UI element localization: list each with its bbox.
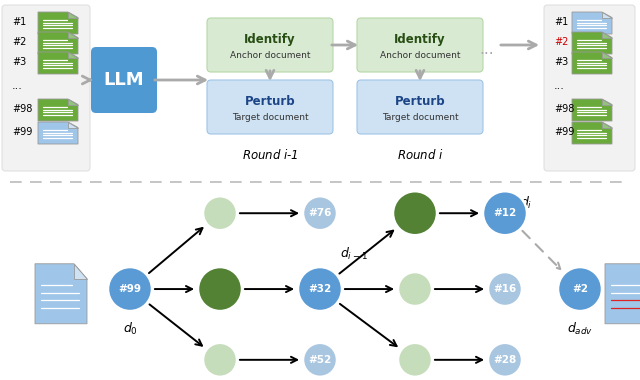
FancyBboxPatch shape [207, 80, 333, 134]
Polygon shape [38, 12, 78, 34]
Polygon shape [68, 32, 78, 38]
Text: #12: #12 [493, 208, 516, 218]
Circle shape [488, 272, 522, 306]
Polygon shape [68, 12, 78, 17]
Text: #52: #52 [308, 355, 332, 365]
FancyBboxPatch shape [357, 80, 483, 134]
Text: #1: #1 [554, 17, 568, 27]
Polygon shape [38, 52, 78, 74]
Circle shape [203, 343, 237, 377]
Polygon shape [602, 122, 612, 128]
Polygon shape [572, 12, 612, 34]
Polygon shape [38, 99, 78, 121]
Polygon shape [572, 52, 612, 74]
Polygon shape [38, 122, 78, 144]
FancyBboxPatch shape [207, 18, 333, 72]
Text: $d_i$: $d_i$ [520, 195, 532, 211]
Text: #2: #2 [572, 284, 588, 294]
Text: #3: #3 [12, 57, 26, 67]
Circle shape [298, 267, 342, 311]
Polygon shape [602, 99, 612, 105]
Polygon shape [68, 99, 78, 105]
Text: Perturb: Perturb [244, 95, 295, 108]
Circle shape [398, 343, 432, 377]
Text: Target document: Target document [232, 112, 308, 122]
Polygon shape [572, 99, 612, 121]
Text: LLM: LLM [104, 71, 144, 89]
Circle shape [303, 196, 337, 230]
FancyBboxPatch shape [91, 47, 157, 113]
Text: ...: ... [480, 43, 494, 57]
Text: Target document: Target document [381, 112, 458, 122]
Text: #1: #1 [12, 17, 26, 27]
FancyBboxPatch shape [2, 5, 90, 171]
Polygon shape [602, 32, 612, 38]
Text: #28: #28 [493, 355, 516, 365]
Text: Anchor document: Anchor document [230, 51, 310, 60]
Text: Identify: Identify [244, 33, 296, 46]
Circle shape [393, 191, 437, 235]
FancyBboxPatch shape [544, 5, 635, 171]
Text: #99: #99 [118, 284, 141, 294]
Text: #99: #99 [12, 127, 33, 137]
Text: #2: #2 [12, 37, 26, 47]
Polygon shape [572, 122, 612, 144]
Text: ...: ... [554, 81, 565, 91]
Circle shape [198, 267, 242, 311]
Circle shape [203, 196, 237, 230]
Circle shape [558, 267, 602, 311]
Polygon shape [572, 32, 612, 54]
FancyBboxPatch shape [357, 18, 483, 72]
Polygon shape [602, 52, 612, 57]
Polygon shape [68, 122, 78, 128]
Text: $d_{i-1}$: $d_{i-1}$ [340, 245, 368, 262]
Text: $d_{adv}$: $d_{adv}$ [567, 321, 593, 337]
Text: Anchor document: Anchor document [380, 51, 460, 60]
Polygon shape [74, 264, 87, 279]
Text: #98: #98 [12, 104, 33, 114]
Circle shape [398, 272, 432, 306]
Polygon shape [602, 12, 612, 17]
Circle shape [488, 343, 522, 377]
Text: Round $i$-1: Round $i$-1 [242, 148, 298, 162]
Text: #16: #16 [493, 284, 516, 294]
Text: Perturb: Perturb [395, 95, 445, 108]
Circle shape [303, 343, 337, 377]
Text: Identify: Identify [394, 33, 446, 46]
Text: #99: #99 [554, 127, 574, 137]
Text: $d_0$: $d_0$ [122, 321, 138, 337]
Text: ...: ... [12, 81, 23, 91]
Polygon shape [605, 264, 640, 324]
Text: #3: #3 [554, 57, 568, 67]
Circle shape [108, 267, 152, 311]
Polygon shape [38, 32, 78, 54]
Text: #98: #98 [554, 104, 574, 114]
Text: Round $i$: Round $i$ [397, 148, 444, 162]
Text: #76: #76 [308, 208, 332, 218]
Polygon shape [68, 52, 78, 57]
Text: #32: #32 [308, 284, 332, 294]
Text: #2: #2 [554, 37, 568, 47]
Circle shape [483, 191, 527, 235]
Polygon shape [35, 264, 87, 324]
